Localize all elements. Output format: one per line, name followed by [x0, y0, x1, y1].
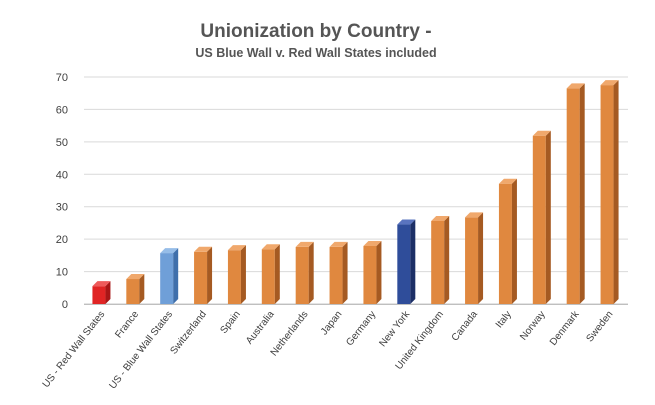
bar-top	[160, 248, 179, 254]
bar-top	[295, 241, 314, 247]
x-tick-label: Canada	[450, 309, 481, 344]
bars	[92, 80, 619, 304]
bar-side	[410, 219, 416, 304]
bar-side	[207, 246, 213, 304]
bar-side	[139, 274, 145, 304]
bar-side	[376, 240, 382, 304]
chart-subtitle: US Blue Wall v. Red Wall States included	[195, 46, 436, 60]
bar-top	[194, 246, 213, 252]
bar-side	[613, 80, 619, 304]
bar	[566, 83, 585, 304]
bar	[329, 241, 348, 304]
x-tick-label: New York	[377, 308, 412, 349]
x-tick-label: Germany	[344, 309, 378, 348]
bar	[431, 215, 450, 304]
bar-side	[274, 244, 280, 304]
bar	[227, 245, 246, 304]
bar-top	[465, 212, 484, 218]
bar-side	[240, 245, 246, 304]
bar-front	[397, 224, 411, 304]
bar	[363, 240, 382, 304]
bar-front	[295, 246, 309, 304]
bar	[126, 274, 145, 304]
bar-top	[363, 240, 382, 246]
bar	[465, 212, 484, 304]
bar-side	[342, 241, 348, 304]
bar-top	[566, 83, 585, 89]
x-tick-label: US - Blue Wall States	[107, 309, 175, 391]
bar	[600, 80, 619, 304]
bar-top	[431, 215, 450, 221]
bar-front	[431, 220, 445, 304]
bar	[397, 219, 416, 304]
bar-front	[532, 135, 546, 304]
bar-top	[600, 80, 619, 86]
bar-front	[600, 85, 614, 304]
bar-front	[363, 245, 377, 304]
bar	[194, 246, 213, 304]
bar	[498, 178, 517, 304]
x-tick-label: Japan	[319, 309, 344, 337]
bar-top	[227, 245, 246, 251]
x-tick-label: France	[113, 309, 141, 341]
bar-side	[173, 248, 179, 304]
x-tick-label: Spain	[218, 309, 242, 336]
y-tick-label: 30	[56, 202, 68, 214]
bar-top	[498, 178, 517, 184]
chart-title: Unionization by Country -	[200, 21, 431, 42]
bar-side	[545, 130, 551, 304]
bar-top	[126, 274, 145, 280]
x-tick-label: Australia	[244, 309, 277, 347]
bar-top	[329, 241, 348, 247]
x-tick-label: Denmark	[548, 308, 582, 348]
bar-top	[92, 281, 111, 287]
y-tick-label: 20	[56, 234, 68, 246]
bar-front	[92, 286, 106, 304]
bar-front	[329, 246, 343, 304]
y-tick-label: 40	[56, 169, 68, 181]
bar-top	[532, 130, 551, 136]
bar	[160, 248, 179, 304]
y-tick-label: 10	[56, 267, 68, 279]
bar-front	[465, 217, 479, 304]
bar-top	[397, 219, 416, 225]
bar	[261, 244, 280, 304]
bar-side	[308, 241, 314, 304]
bar-side	[478, 212, 484, 304]
bar-front	[160, 253, 174, 304]
bar-front	[126, 279, 140, 304]
y-axis-ticks: 0 10 20 30 40 50 60 70	[56, 72, 68, 311]
bar	[532, 130, 551, 304]
y-tick-label: 0	[62, 299, 68, 311]
x-tick-label: Norway	[518, 309, 548, 342]
bar-front	[261, 249, 275, 304]
bar-front	[498, 183, 512, 304]
bar	[92, 281, 111, 304]
x-tick-label: Sweden	[585, 309, 616, 344]
y-tick-label: 50	[56, 137, 68, 149]
bar-front	[566, 88, 580, 304]
bar-side	[511, 178, 517, 304]
bar-side	[105, 281, 111, 304]
x-tick-label: US - Red Wall States	[41, 309, 108, 390]
bar-side	[444, 215, 450, 304]
bar-side	[579, 83, 585, 304]
y-tick-label: 60	[56, 104, 68, 116]
bar-front	[227, 250, 241, 304]
x-tick-label: Italy	[494, 309, 514, 330]
y-tick-label: 70	[56, 72, 68, 84]
bar-front	[194, 251, 208, 304]
bar-top	[261, 244, 280, 250]
bar	[295, 241, 314, 304]
